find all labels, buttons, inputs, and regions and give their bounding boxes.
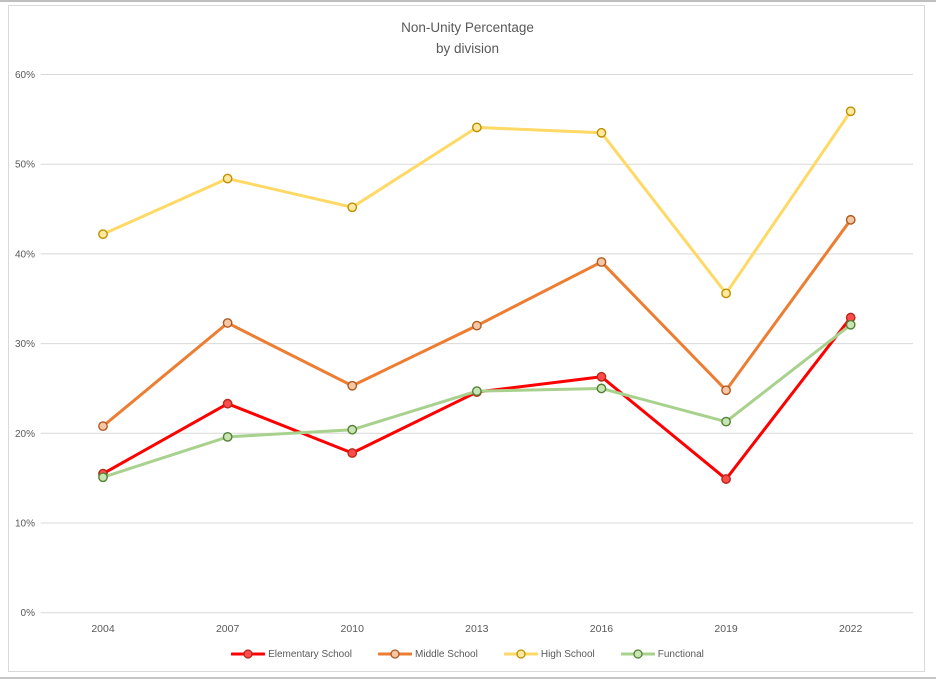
- y-tick-label: 30%: [15, 339, 35, 350]
- data-point: [721, 474, 731, 484]
- x-axis-labels: 2004 2007 2010 2013 2016 2019 2022: [91, 623, 862, 635]
- legend-marker-icon: [231, 649, 266, 659]
- data-point: [222, 173, 233, 184]
- legend-label: High School: [540, 648, 595, 660]
- data-point: [347, 202, 358, 213]
- legend-item-elementary-school: Elementary School: [231, 648, 352, 660]
- series-high-school: [98, 106, 856, 299]
- series-functional: [98, 319, 856, 483]
- x-tick-label: 2022: [839, 623, 863, 635]
- data-point: [471, 122, 482, 133]
- data-point: [845, 319, 856, 330]
- y-axis-labels: 0% 10% 20% 30% 40% 50% 60%: [15, 70, 35, 619]
- x-tick-label: 2016: [590, 623, 614, 635]
- y-tick-label: 20%: [15, 429, 35, 440]
- chart-frame: Non-Unity Percentage by division 0% 10% 20…: [8, 5, 925, 672]
- legend-item-high-school: High School: [503, 648, 595, 660]
- y-tick-label: 10%: [15, 519, 35, 530]
- x-tick-label: 2004: [91, 623, 115, 635]
- data-point: [721, 288, 731, 299]
- data-point: [222, 318, 233, 328]
- series-middle-school: [98, 214, 856, 432]
- data-point: [596, 127, 607, 138]
- y-tick-label: 0%: [21, 608, 36, 619]
- x-tick-label: 2019: [714, 623, 738, 635]
- legend-label: Elementary School: [268, 648, 353, 660]
- window-edge-top: [0, 0, 936, 2]
- data-point: [596, 371, 607, 382]
- y-tick-label: 40%: [15, 249, 35, 260]
- series-elementary-school: [98, 312, 856, 484]
- x-tick-label: 2007: [216, 623, 240, 635]
- data-point: [596, 257, 607, 267]
- legend-marker-icon: [378, 649, 413, 659]
- data-point: [471, 386, 482, 397]
- y-tick-label: 60%: [15, 70, 35, 81]
- data-point: [347, 424, 358, 435]
- legend-item-functional: Functional: [620, 648, 704, 660]
- legend-item-middle-school: Middle School: [378, 648, 478, 660]
- x-tick-label: 2010: [341, 623, 365, 635]
- chart-title: Non-Unity Percentage by division: [9, 17, 926, 59]
- data-point: [721, 385, 731, 396]
- chart-title-line2: by division: [435, 41, 500, 56]
- data-point: [98, 472, 108, 483]
- gridlines: [40, 74, 913, 614]
- data-point: [721, 416, 731, 427]
- data-point: [222, 431, 233, 442]
- data-point: [845, 214, 856, 225]
- data-point: [347, 448, 358, 458]
- window-edge-bottom: [0, 677, 936, 679]
- data-point: [98, 229, 108, 240]
- y-tick-label: 50%: [15, 160, 35, 171]
- legend-marker-icon: [620, 649, 655, 659]
- data-point: [98, 421, 108, 432]
- chart-legend: Elementary School Middle School High Schoo…: [9, 648, 926, 660]
- data-point: [845, 106, 856, 117]
- legend-label: Middle School: [415, 648, 478, 660]
- legend-marker-icon: [503, 649, 538, 659]
- legend-label: Functional: [657, 648, 704, 660]
- data-point: [347, 380, 358, 391]
- data-point: [596, 383, 607, 394]
- data-point: [471, 320, 482, 331]
- chart-title-line1: Non-Unity Percentage: [401, 20, 534, 35]
- x-tick-label: 2013: [465, 623, 489, 635]
- data-point: [222, 398, 233, 409]
